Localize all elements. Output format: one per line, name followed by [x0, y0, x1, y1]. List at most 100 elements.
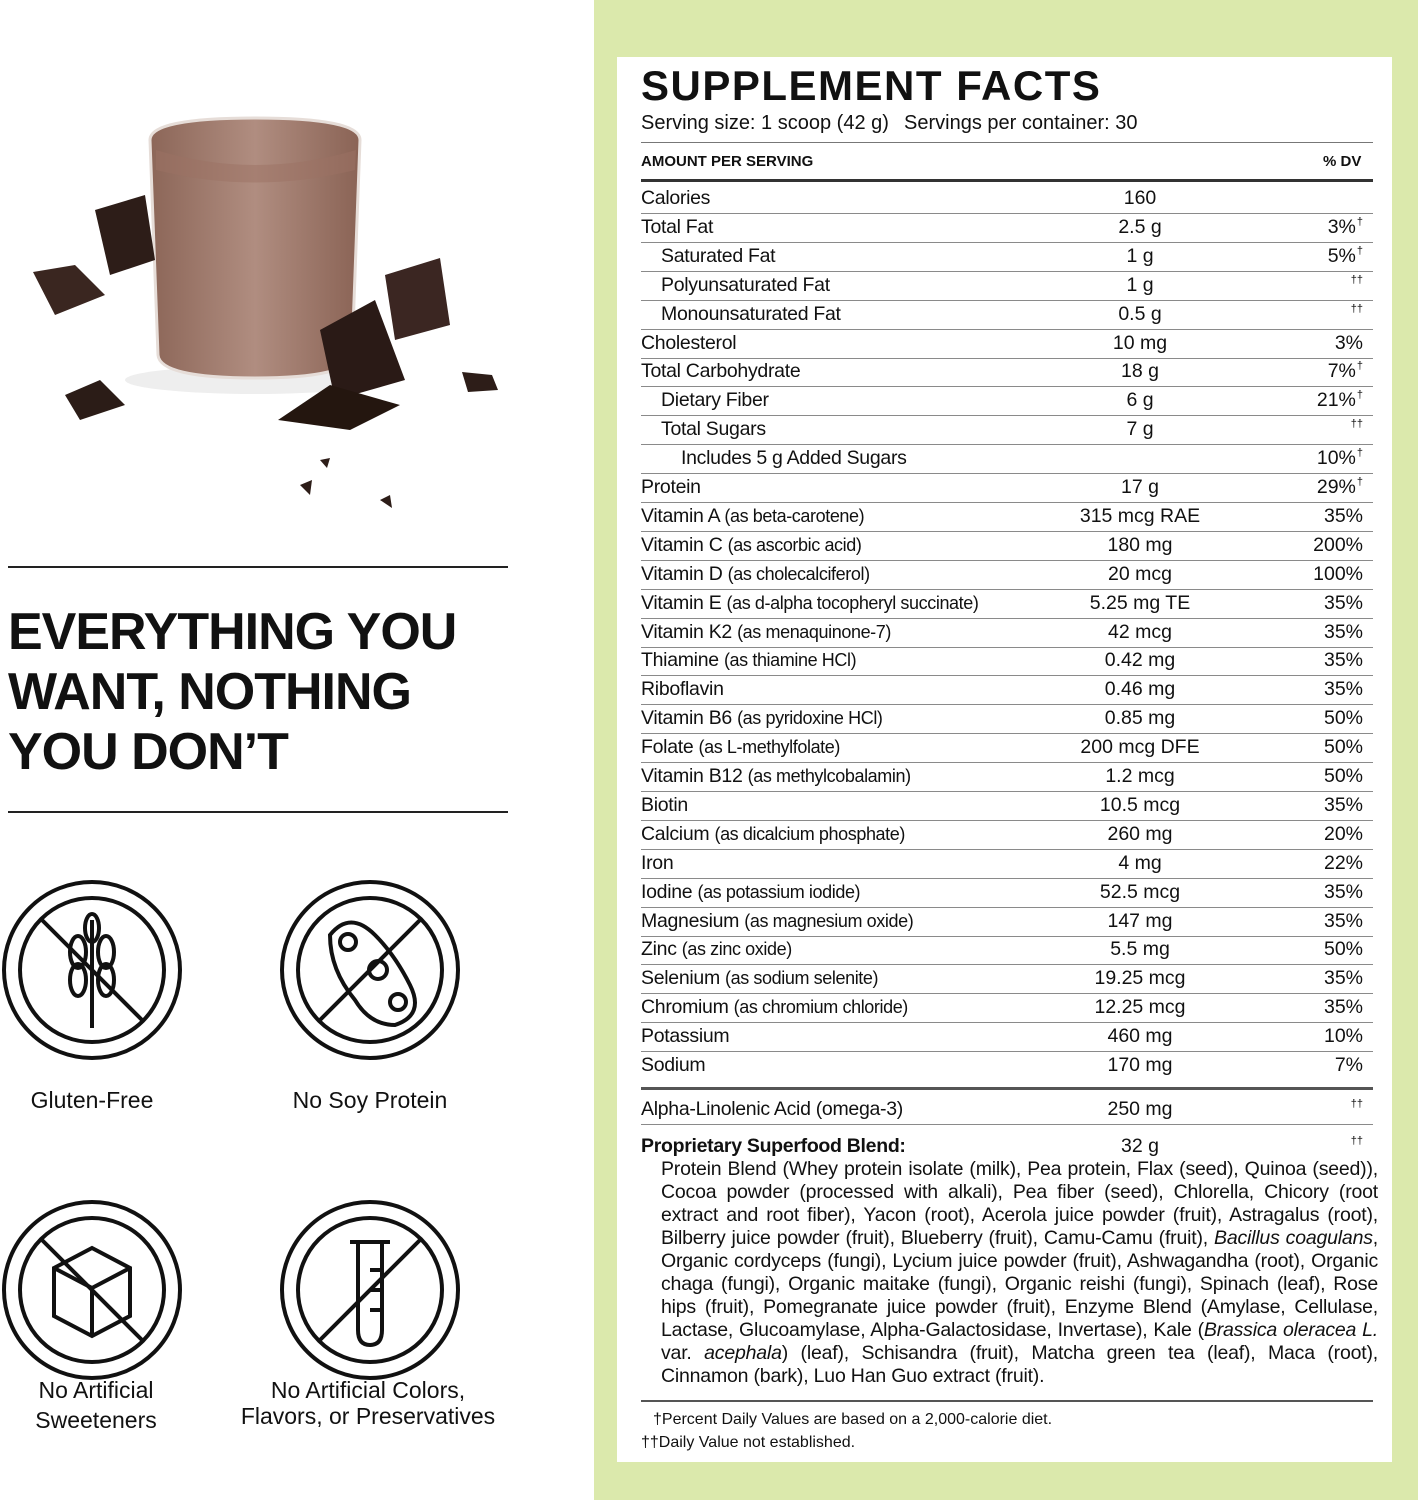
rule — [641, 1087, 1373, 1090]
headline: EVERYTHING YOU — [8, 603, 457, 661]
nutrient-name: Dietary Fiber — [661, 389, 769, 412]
dv-mark: †† — [1350, 1135, 1363, 1147]
nutrient-note: (as sodium selenite) — [725, 968, 879, 989]
dv-value: 7% — [1334, 1054, 1363, 1076]
amount: 10 mg — [1112, 331, 1168, 354]
dv-mark: †† — [1350, 418, 1363, 431]
dv-value: 35% — [1323, 591, 1363, 614]
blend-segment: acephala — [704, 1342, 782, 1364]
facts-row: Iron 4 mg 22% — [641, 849, 1373, 879]
amount: 200 mcg DFE — [1080, 736, 1200, 759]
badge-label: No Artificial — [38, 1377, 154, 1403]
nutrient-name: Proprietary Superfood Blend: — [641, 1135, 906, 1158]
blend-segment: , Organic cordyceps (fungi), Lycium juic… — [661, 1227, 1378, 1341]
amount: 10.5 mcg — [1099, 793, 1181, 816]
nutrient: Thiamine — [641, 649, 719, 672]
amount: 460 mg — [1107, 1025, 1173, 1048]
daily-value: 50% — [1324, 938, 1363, 961]
daily-value: 7%† — [1328, 360, 1363, 383]
dv-value: 35% — [1323, 678, 1363, 701]
nutrient-name: Iodine (as potassium iodide) — [641, 881, 861, 904]
amount: 250 mg — [1107, 1098, 1173, 1120]
daily-value: †† — [1350, 418, 1363, 441]
nutrient-name: Protein — [641, 476, 701, 499]
dv-value: 35% — [1323, 909, 1363, 932]
facts-row: Potassium 460 mg 10% — [641, 1022, 1373, 1053]
dv-mark: †† — [1350, 302, 1363, 315]
nutrient: Vitamin B12 — [641, 765, 743, 787]
facts-row: Total Fat 2.5 g 3%† — [641, 213, 1373, 243]
nutrient-name: Magnesium (as magnesium oxide) — [641, 910, 914, 933]
nutrient-name: Vitamin B12 (as methylcobalamin) — [641, 765, 911, 788]
dv-value: 35% — [1323, 793, 1363, 816]
badge-label: Gluten-Free — [30, 1087, 154, 1113]
nutrient: Protein — [641, 476, 701, 498]
badge-label: No Soy Protein — [292, 1087, 448, 1113]
daily-value: †† — [1350, 1098, 1363, 1121]
nutrient: Saturated Fat — [661, 244, 776, 267]
daily-value: 200% — [1313, 534, 1363, 557]
blend-segment: Brassica oleracea L. — [1203, 1319, 1378, 1341]
product-photo — [33, 116, 498, 508]
daily-value: 50% — [1324, 707, 1363, 730]
daily-value: †† — [1350, 1135, 1363, 1158]
nutrient: Selenium — [641, 967, 720, 990]
nutrient-note: (as menaquinone-7) — [737, 621, 891, 642]
facts-row: Includes 5 g Added Sugars 10%† — [641, 444, 1373, 475]
nutrient-note: (as thiamine HCl) — [723, 650, 857, 671]
daily-value: 100% — [1313, 563, 1363, 586]
daily-value: 5%† — [1328, 245, 1363, 268]
nutrient-note: (as pyridoxine HCl) — [737, 708, 883, 729]
facts-row: Vitamin D (as cholecalciferol) 20 mcg 100% — [641, 560, 1373, 590]
daily-value: 20% — [1324, 823, 1363, 846]
amount: 42 mcg — [1108, 620, 1172, 643]
facts-row: Vitamin C (as ascorbic acid) 180 mg 200% — [641, 531, 1373, 561]
nutrient: Vitamin C — [641, 533, 723, 556]
nutrient-note: (as magnesium oxide) — [744, 910, 914, 931]
nutrient-note: (as ascorbic acid) — [727, 534, 862, 555]
dv-value: 10% — [1323, 1025, 1363, 1048]
amount: 0.85 mg — [1104, 707, 1176, 730]
daily-value: 35% — [1324, 881, 1363, 904]
badge-icons — [2, 880, 460, 1380]
daily-value: 35% — [1324, 621, 1363, 644]
nutrient: Iron — [641, 851, 674, 874]
nutrient: Alpha-Linolenic Acid (omega-3) — [641, 1098, 903, 1120]
daily-value: 22% — [1324, 852, 1363, 875]
facts-row: Protein 17 g 29%† — [641, 473, 1373, 503]
nutrient-name: Folate (as L-methylfolate) — [641, 736, 840, 759]
nutrient: Dietary Fiber — [661, 389, 769, 412]
nutrient: Vitamin B6 — [641, 707, 732, 730]
daily-value: 10% — [1324, 1025, 1363, 1048]
nutrient-name: Vitamin B6 (as pyridoxine HCl) — [641, 707, 883, 730]
blend-segment: Bacillus coagulans — [1214, 1227, 1373, 1249]
nutrient-note: (as methylcobalamin) — [747, 766, 911, 786]
facts-row: Calcium (as dicalcium phosphate) 260 mg 20… — [641, 820, 1373, 850]
facts-row: Zinc (as zinc oxide) 5.5 mg 50% — [641, 935, 1373, 966]
nutrient-name: Includes 5 g Added Sugars — [681, 447, 907, 470]
amount: 0.46 mg — [1104, 678, 1176, 701]
nutrient: Monounsaturated Fat — [661, 302, 841, 325]
daily-value: 21%† — [1317, 389, 1363, 412]
dv-value: 50% — [1323, 736, 1363, 759]
facts-row: Chromium (as chromium chloride) 12.25 mcg… — [641, 993, 1373, 1024]
dv-mark: † — [1356, 447, 1363, 460]
daily-value: 3% — [1335, 332, 1363, 355]
dv-mark: † — [1356, 360, 1363, 373]
dv-value: 200% — [1313, 533, 1363, 556]
nutrient-name: Calories — [641, 187, 710, 210]
dv-value: 35% — [1323, 880, 1363, 903]
nutrient-name: Riboflavin — [641, 678, 724, 701]
nutrient-name: Monounsaturated Fat — [661, 303, 841, 326]
nutrient: Vitamin A — [641, 504, 720, 527]
nutrient-name: Vitamin D (as cholecalciferol) — [641, 563, 870, 586]
dv-mark: † — [1356, 476, 1363, 488]
daily-value: 29%† — [1317, 476, 1363, 499]
rule — [641, 179, 1373, 182]
dv-mark: † — [1356, 215, 1363, 228]
amount: 17 g — [1121, 476, 1159, 498]
dv-value: 21% — [1316, 389, 1356, 412]
nutrient-name: Cholesterol — [641, 332, 737, 355]
amount: 160 — [1123, 187, 1157, 209]
